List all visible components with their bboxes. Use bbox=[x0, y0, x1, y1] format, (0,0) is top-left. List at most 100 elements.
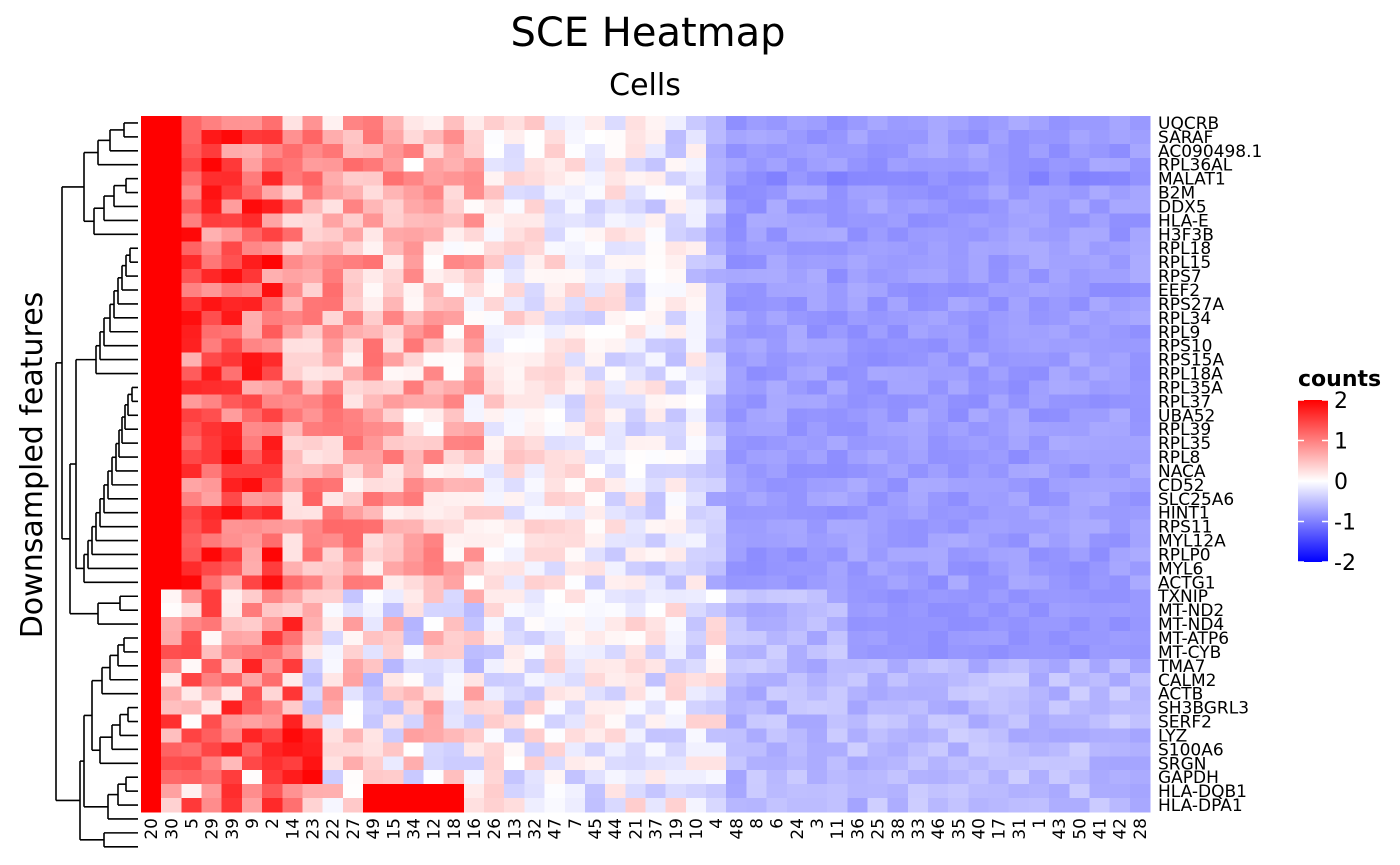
heatmap-cell bbox=[827, 199, 848, 215]
heatmap-cell bbox=[1129, 561, 1151, 576]
heatmap-cell bbox=[262, 143, 283, 159]
heatmap-cell bbox=[867, 519, 889, 535]
heatmap-cell bbox=[362, 352, 384, 368]
heatmap-cell bbox=[484, 575, 505, 590]
heatmap-cell bbox=[282, 296, 304, 312]
heatmap-cell bbox=[524, 519, 546, 535]
heatmap-cell bbox=[504, 366, 526, 382]
heatmap-cell bbox=[726, 658, 747, 674]
heatmap-cell bbox=[423, 269, 445, 284]
column-label: 2 bbox=[263, 818, 283, 829]
heatmap-cell bbox=[726, 533, 747, 549]
heatmap-cell bbox=[1028, 171, 1050, 187]
heatmap-cell bbox=[867, 129, 889, 145]
heatmap-cell bbox=[584, 338, 606, 354]
heatmap-cell bbox=[342, 143, 364, 159]
heatmap-cell bbox=[806, 505, 828, 521]
heatmap-cell bbox=[262, 603, 283, 618]
heatmap-cell bbox=[322, 547, 344, 563]
heatmap-cell bbox=[665, 700, 687, 716]
heatmap-cell bbox=[968, 366, 990, 382]
heatmap-cell bbox=[1049, 422, 1070, 437]
column-label: 38 bbox=[889, 818, 909, 840]
heatmap-cell bbox=[201, 450, 223, 465]
heatmap-cell bbox=[625, 575, 647, 590]
heatmap-cell bbox=[1008, 589, 1030, 604]
heatmap-cell bbox=[504, 408, 526, 423]
heatmap-cell bbox=[443, 366, 465, 382]
row-label: RPS7 bbox=[1158, 267, 1202, 287]
heatmap-cell bbox=[1049, 756, 1070, 771]
heatmap-cell bbox=[1028, 561, 1050, 576]
heatmap-cell bbox=[362, 436, 384, 451]
heatmap-cell bbox=[1028, 686, 1050, 702]
heatmap-cell bbox=[1028, 324, 1050, 340]
heatmap-cell bbox=[1008, 255, 1030, 270]
heatmap-cell bbox=[1089, 477, 1111, 493]
heatmap-cell bbox=[847, 561, 869, 576]
heatmap-cell bbox=[141, 143, 162, 159]
heatmap-cell bbox=[665, 770, 687, 785]
heatmap-cell bbox=[524, 450, 546, 465]
heatmap-cell bbox=[282, 798, 304, 813]
heatmap-cell bbox=[907, 464, 929, 479]
heatmap-cell bbox=[564, 255, 586, 270]
heatmap-cell bbox=[141, 283, 162, 298]
heatmap-cell bbox=[988, 310, 1010, 326]
heatmap-cell bbox=[786, 491, 808, 507]
heatmap-cell bbox=[1129, 533, 1151, 549]
heatmap-cell bbox=[806, 283, 828, 298]
heatmap-cell bbox=[1069, 227, 1091, 242]
heatmap-cell bbox=[726, 714, 747, 730]
heatmap-cell bbox=[403, 728, 425, 743]
heatmap-cell bbox=[181, 408, 203, 423]
heatmap-cell bbox=[423, 310, 445, 326]
heatmap-cell bbox=[786, 366, 808, 382]
heatmap-cell bbox=[625, 617, 647, 632]
heatmap-cell bbox=[282, 129, 304, 145]
heatmap-cell bbox=[1008, 617, 1030, 632]
column-label: 27 bbox=[344, 818, 364, 840]
heatmap-cell bbox=[342, 686, 364, 702]
heatmap-cell bbox=[1109, 129, 1131, 145]
heatmap-cell bbox=[564, 561, 586, 576]
heatmap-cell bbox=[786, 296, 808, 312]
heatmap-cell bbox=[463, 658, 485, 674]
heatmap-cell bbox=[181, 436, 203, 451]
heatmap-cell bbox=[907, 477, 929, 493]
heatmap-cell bbox=[1129, 658, 1151, 674]
heatmap-cell bbox=[564, 185, 586, 201]
heatmap-cell bbox=[342, 241, 364, 256]
heatmap-cell bbox=[524, 129, 546, 145]
heatmap-cell bbox=[928, 394, 949, 409]
heatmap-cell bbox=[1089, 255, 1111, 270]
heatmap-cells bbox=[141, 116, 1151, 813]
heatmap-cell bbox=[1109, 269, 1131, 284]
heatmap-cell bbox=[524, 380, 546, 395]
heatmap-cell bbox=[827, 269, 848, 284]
heatmap-cell bbox=[584, 352, 606, 368]
heatmap-cell bbox=[1049, 157, 1070, 173]
heatmap-cell bbox=[1109, 255, 1131, 270]
heatmap-cell bbox=[262, 255, 283, 270]
heatmap-cell bbox=[665, 324, 687, 340]
heatmap-cell bbox=[342, 561, 364, 576]
heatmap-cell bbox=[504, 422, 526, 437]
heatmap-cell bbox=[928, 672, 949, 688]
row-label: RPL15 bbox=[1158, 253, 1211, 273]
heatmap-cell bbox=[484, 129, 505, 145]
heatmap-cell bbox=[504, 269, 526, 284]
heatmap-cell bbox=[645, 658, 667, 674]
heatmap-cell bbox=[827, 714, 848, 730]
heatmap-cell bbox=[504, 547, 526, 563]
heatmap-cell bbox=[746, 129, 768, 145]
heatmap-cell bbox=[847, 394, 869, 409]
heatmap-cell bbox=[342, 422, 364, 437]
heatmap-cell bbox=[1129, 213, 1151, 228]
heatmap-cell bbox=[887, 269, 909, 284]
heatmap-cell bbox=[302, 324, 324, 340]
heatmap-cell bbox=[907, 658, 929, 674]
column-label: 29 bbox=[203, 818, 223, 840]
heatmap-cell bbox=[928, 310, 949, 326]
heatmap-cell bbox=[605, 394, 626, 409]
